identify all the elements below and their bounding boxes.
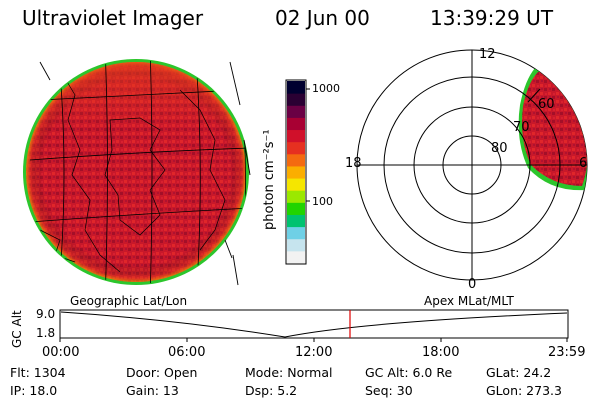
gain-value: Gain: 13 (126, 383, 179, 398)
colorbar-segment (287, 178, 305, 191)
colorbar-segment (287, 81, 305, 94)
colorbar-segment (287, 117, 305, 131)
date-readout: 02 Jun 00 (275, 6, 370, 30)
flight-number: Flt: 1304 (10, 365, 66, 380)
altitude-tick-high: 9.0 (36, 307, 56, 321)
colorbar-segment (287, 93, 305, 106)
dsp-value: Dsp: 5.2 (245, 383, 298, 398)
hour-tick-0600: 06:00 (168, 345, 206, 360)
mlt-label-18: 18 (345, 156, 362, 171)
polar-plot (356, 49, 588, 281)
colorbar-segment (287, 238, 305, 252)
colorbar-segment (287, 190, 305, 203)
altitude-plot (59, 309, 569, 342)
altitude-axis-label: GC Alt (10, 310, 24, 348)
mlt-label-6: 6 (579, 156, 588, 171)
colorbar-unit-label: photon cm⁻²s⁻¹ (262, 129, 277, 230)
globe-image (23, 59, 251, 286)
colorbar-segment (287, 250, 305, 264)
app-title: Ultraviolet Imager (22, 6, 204, 30)
hour-tick-1800: 18:00 (422, 345, 460, 360)
coastline-outline (39, 69, 226, 273)
colorbar-segment (287, 214, 305, 228)
mlt-label-0: 0 (468, 277, 477, 292)
colorbar-segment (287, 129, 305, 143)
colorbar-segment (287, 165, 305, 179)
hour-tick-1200: 12:00 (295, 345, 333, 360)
geographic-label: Geographic Lat/Lon (70, 294, 188, 308)
globe-outer-lines (39, 61, 251, 286)
polar-grid (357, 50, 587, 280)
colorbar-segment (287, 105, 305, 118)
hour-tick-0000: 00:00 (42, 345, 80, 360)
colorbar-segment (287, 141, 305, 155)
colorbar-tick-1000: 1000 (312, 82, 340, 95)
mode-status: Mode: Normal (245, 365, 333, 380)
time-readout: 13:39:29 UT (430, 6, 554, 30)
geographic-longitude: GLon: 273.3 (486, 383, 562, 398)
geographic-latitude: GLat: 24.2 (486, 365, 552, 380)
door-status: Door: Open (126, 365, 198, 380)
colorbar (285, 79, 310, 265)
mlt-label-12: 12 (479, 47, 496, 62)
sequence-number: Seq: 30 (365, 383, 413, 398)
gc-altitude: GC Alt: 6.0 Re (365, 365, 453, 380)
mlat-label-70: 70 (513, 120, 530, 135)
apex-label: Apex MLat/MLT (424, 294, 514, 308)
mlat-label-60: 60 (538, 97, 555, 112)
colorbar-segment (287, 153, 305, 167)
altitude-tick-low: 1.8 (36, 326, 56, 340)
colorbar-segment (287, 202, 305, 215)
ip-value: IP: 18.0 (10, 383, 58, 398)
colorbar-segment (287, 226, 305, 240)
colorbar-tick-100: 100 (312, 195, 333, 208)
hour-tick-2359: 23:59 (548, 345, 586, 360)
mlat-label-80: 80 (491, 141, 508, 156)
